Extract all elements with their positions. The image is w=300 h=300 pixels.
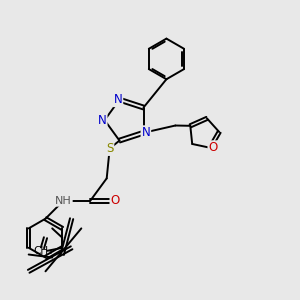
Text: N: N	[142, 126, 150, 139]
Text: CH₃: CH₃	[33, 246, 52, 256]
Text: N: N	[114, 93, 122, 106]
Text: O: O	[110, 194, 120, 207]
Text: S: S	[106, 142, 113, 155]
Text: NH: NH	[55, 196, 72, 206]
Text: O: O	[208, 141, 218, 154]
Text: N: N	[98, 114, 106, 127]
